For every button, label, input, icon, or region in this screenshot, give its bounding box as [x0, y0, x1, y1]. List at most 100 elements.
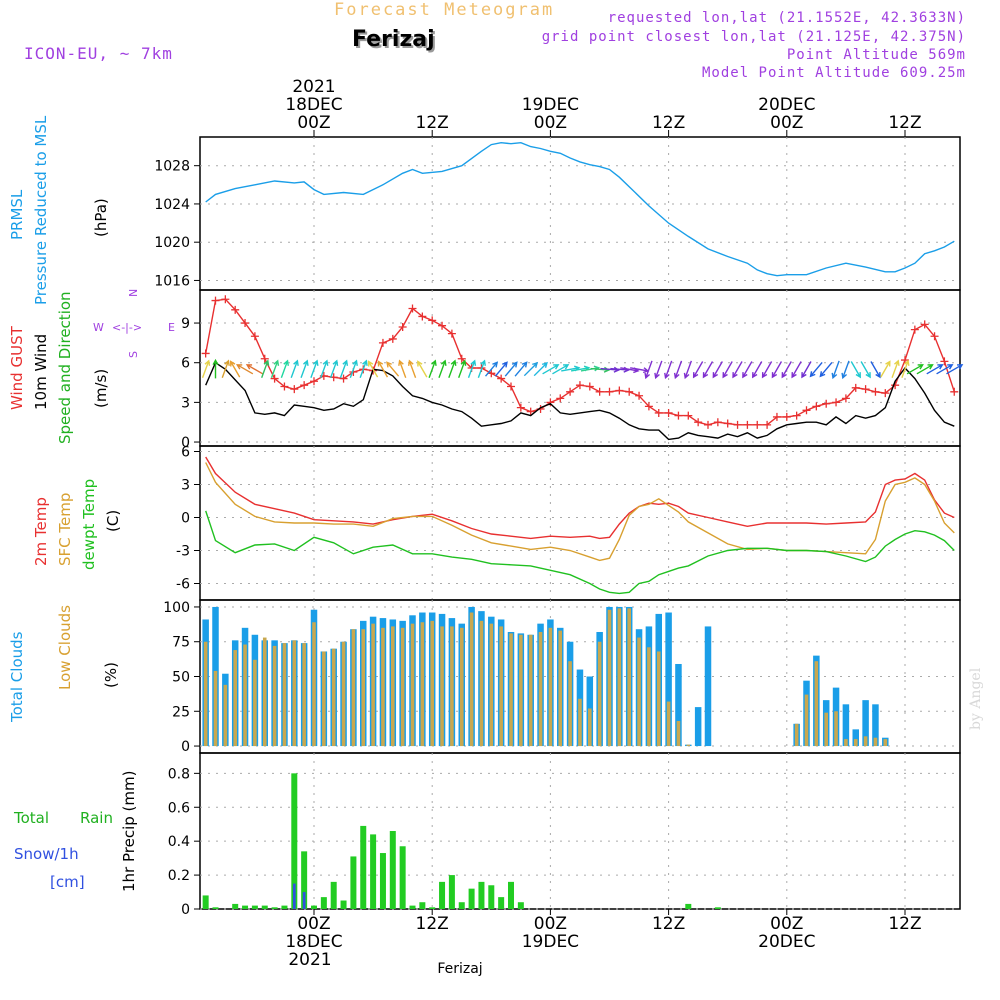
temperature-panel: -6 -3 0 3 6 — [176, 445, 961, 601]
bottom-time-label: 12Z — [652, 914, 685, 934]
clouds-bar-low — [361, 629, 366, 747]
wind-direction-arrow — [407, 359, 417, 379]
gust-marker — [763, 420, 772, 429]
gust-marker — [910, 325, 919, 334]
bottom-time-label: 12Z — [416, 914, 449, 934]
clouds-bar-low — [834, 711, 838, 747]
clouds-bar-low — [302, 643, 306, 747]
compass-n: N — [127, 289, 140, 297]
compass-w: W — [93, 321, 104, 334]
bottom-year-label: 2021 — [288, 950, 331, 970]
clouds-bar-low — [588, 708, 592, 747]
clouds-bar-low — [597, 641, 602, 747]
precipitation-panel: 0 0.2 0.4 0.6 0.8 — [168, 752, 961, 918]
gust-marker — [428, 316, 437, 325]
pressure-ytick-label: 1024 — [154, 197, 190, 213]
clouds-bar-low — [312, 622, 316, 747]
point-altitude: Point Altitude 569m — [786, 47, 966, 63]
gust-marker — [516, 403, 525, 412]
clouds-bar-low — [489, 623, 494, 747]
top-time-label: 12Z — [888, 113, 921, 133]
gust-marker — [881, 389, 890, 398]
wind-direction-arrow — [850, 361, 861, 379]
clouds-bar-low — [223, 684, 228, 747]
wind-direction-arrow — [523, 361, 539, 377]
clouds-bar-total — [675, 663, 682, 747]
wind-series-0 — [205, 298, 955, 426]
precipitation-bar-rain — [429, 907, 436, 909]
gust-marker — [241, 319, 250, 328]
wind-direction-arrow — [771, 361, 783, 379]
clouds-bar-low — [331, 648, 336, 747]
gust-marker — [851, 383, 860, 392]
clouds-bar-low — [863, 736, 868, 747]
wind-direction-arrow — [329, 359, 339, 379]
wind-direction-arrow — [229, 360, 241, 378]
wind-direction-arrow — [438, 359, 447, 379]
wind-direction-arrow — [221, 359, 230, 379]
temperature-ytick-label: 0 — [181, 511, 190, 527]
precipitation-bar-snow — [292, 883, 296, 909]
gust-marker — [507, 382, 515, 391]
gust-marker — [841, 394, 850, 403]
temperature-ytick-label: -3 — [176, 544, 190, 560]
wind-direction-arrow — [891, 359, 900, 379]
clouds-bar-total — [852, 729, 859, 747]
total-label: Total — [14, 809, 50, 827]
requested-location: requested lon,lat (21.1552E, 42.3633N) — [607, 10, 966, 26]
wind-direction-arrow — [644, 360, 653, 380]
clouds-bar-low — [568, 661, 572, 747]
clouds-bar-total — [842, 704, 850, 747]
gust-marker — [438, 321, 447, 330]
bottom-time-label: 00Z — [770, 914, 803, 934]
wind-direction-arrow — [791, 361, 802, 379]
clouds-bar-low — [440, 626, 444, 747]
top-time-label: 00Z — [770, 113, 803, 133]
wind-direction-arrow — [819, 361, 833, 378]
pressure-series-0 — [205, 141, 955, 277]
gust-marker — [310, 377, 318, 386]
gust-marker — [418, 312, 427, 321]
clouds-bar-low — [627, 608, 631, 747]
gust-marker — [723, 419, 732, 428]
top-year-label: 2021 — [292, 77, 335, 97]
wind-direction-arrow — [722, 361, 733, 379]
precipitation-bar-rain — [301, 851, 308, 909]
wind-direction-arrow — [664, 360, 673, 380]
clouds-ytick-label: 100 — [163, 600, 190, 616]
gust-marker — [674, 411, 683, 420]
clouds-bar-low — [391, 626, 395, 747]
clouds-bar-low — [558, 630, 563, 747]
clouds-bar-low — [824, 712, 828, 747]
clouds-bar-low — [341, 641, 346, 747]
clouds-ytick-label: 75 — [172, 635, 190, 651]
clouds-bar-low — [607, 609, 612, 747]
wind-direction-arrow — [477, 359, 486, 379]
wind-direction-arrow — [290, 359, 299, 379]
wind-direction-arrow — [320, 359, 329, 379]
clouds-bar-low — [272, 645, 277, 747]
precipitation-bar-rain — [379, 853, 386, 909]
compass-arrows: <-|-> — [112, 321, 142, 334]
gust-marker — [743, 420, 752, 429]
wind-direction-arrow — [458, 359, 467, 379]
wind-ytick-label: 0 — [181, 435, 190, 451]
precipitation-bar-rain — [311, 905, 317, 909]
wind-direction-arrow — [504, 361, 518, 377]
pressure-panel: 1016 1020 1024 1028 — [154, 136, 961, 291]
gust-marker — [920, 320, 929, 329]
precipitation-bar-rain — [508, 881, 514, 909]
gust-marker — [822, 399, 831, 408]
clouds-bar-low — [804, 694, 809, 747]
compass-s: S — [127, 351, 140, 358]
wind-direction-arrow — [906, 364, 924, 375]
wind-direction-arrow — [467, 359, 477, 379]
gust-marker — [300, 381, 309, 390]
precipitation-bar-rain — [714, 907, 721, 909]
wind-direction-arrow — [831, 360, 840, 380]
clouds-bar-low — [262, 637, 267, 747]
gust-marker — [546, 398, 555, 407]
wind-direction-arrow — [339, 359, 349, 379]
clouds-bar-low — [479, 620, 484, 747]
clouds-bar-low — [538, 631, 543, 747]
